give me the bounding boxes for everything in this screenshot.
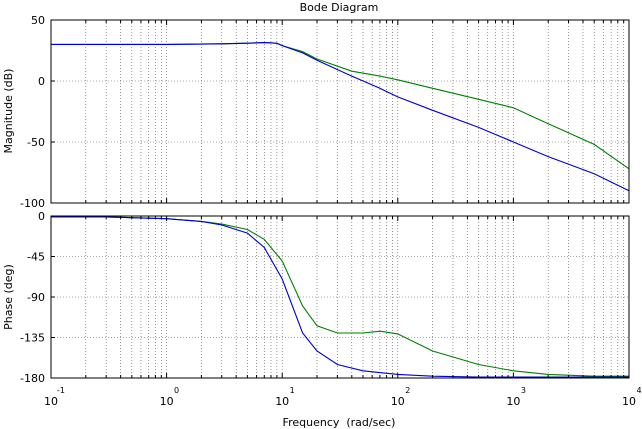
magnitude-ytick-label: 50 [31,14,45,27]
xtick-label-base: 10 [275,395,289,408]
phase-ytick-label: 0 [38,210,45,223]
xtick-label-base: 10 [622,395,636,408]
phase-axis-label: Phase (deg) [2,264,15,330]
xtick-label-exponent: 3 [521,386,526,395]
phase-ytick-label: -180 [20,372,45,385]
phase-ytick-label: -135 [20,332,45,345]
magnitude-ytick-label: 0 [38,75,45,88]
magnitude-axes-box [50,19,630,204]
xtick-label-base: 10 [44,395,58,408]
xtick-label-exponent: -1 [57,386,65,395]
xtick-label-exponent: 4 [636,386,641,395]
xtick-label-base: 10 [160,395,174,408]
xtick-label-base: 10 [391,395,405,408]
magnitude-ytick-label: -50 [27,136,45,149]
phase-ytick-label: -90 [27,291,45,304]
phase-ytick-label: -45 [27,251,45,264]
magnitude-series-line-2 [51,42,630,192]
magnitude-panel: 50 0 -50 -100 [20,14,630,210]
magnitude-grid [51,20,629,203]
xtick-label-exponent: 2 [405,386,410,395]
magnitude-ytick-label: -100 [20,197,45,210]
xtick-label-exponent: 0 [174,386,179,395]
xtick-label-base: 10 [506,395,520,408]
magnitude-plot-area [51,20,629,203]
figure-title: Bode Diagram [300,1,379,14]
xtick-label-exponent: 1 [290,386,295,395]
phase-grid [51,216,629,378]
frequency-axis-label: Frequency (rad/sec) [283,416,396,429]
magnitude-axis-label: Magnitude (dB) [2,69,15,154]
